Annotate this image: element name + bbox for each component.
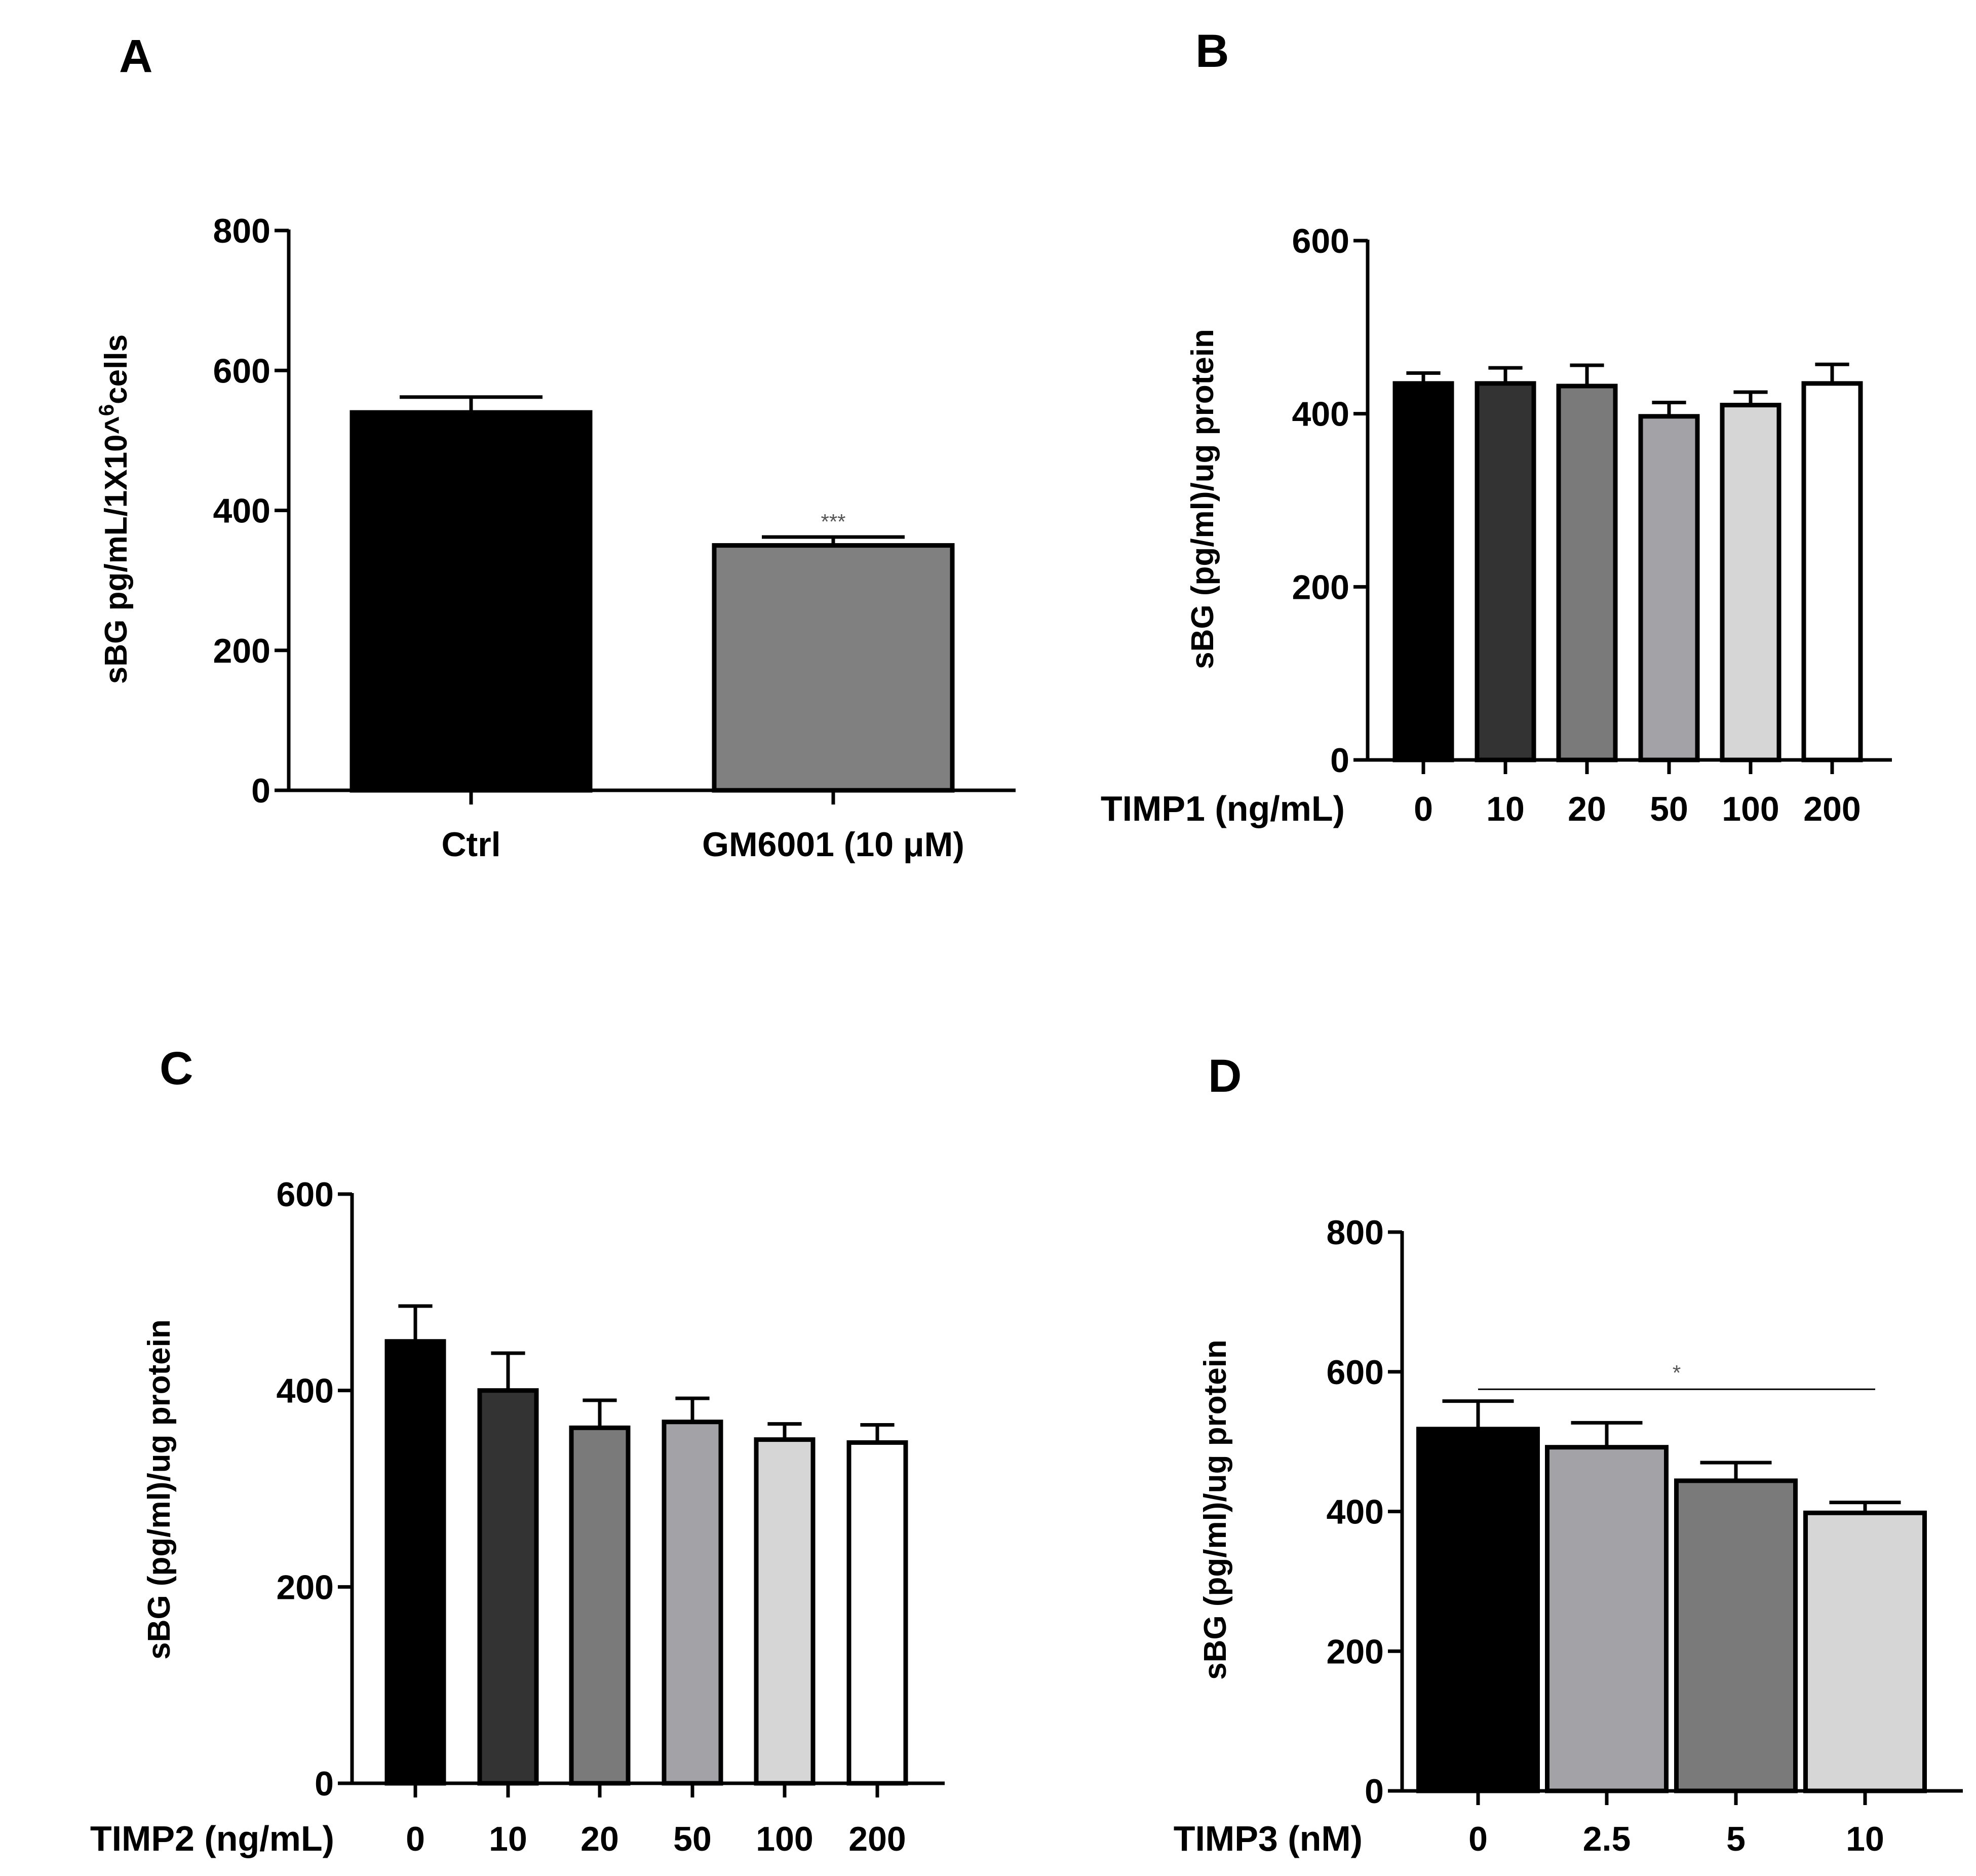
x-axis-title: TIMP3 (nM) bbox=[1174, 1819, 1363, 1858]
y-tick-label: 0 bbox=[315, 1765, 334, 1803]
panel-label: B bbox=[1195, 25, 1229, 77]
y-tick-label: 600 bbox=[1292, 222, 1349, 260]
significance-label: * bbox=[1673, 1361, 1681, 1385]
x-tick-label: 10 bbox=[489, 1820, 527, 1858]
panel-a: A 0 200 400 600 800 sBG pg/mL/1X10^6cells Ctrl G… bbox=[94, 30, 1016, 864]
panel-c: C 0 200 400 600 sBG (pg/ml)/ug protein 0 10 20 50… bbox=[90, 1043, 945, 1858]
y-tick-label: 400 bbox=[1292, 395, 1349, 434]
x-tick-label: GM6001 (10 μM) bbox=[702, 825, 964, 864]
x-tick-label: 100 bbox=[756, 1820, 813, 1858]
y-axis-title-superscript: 6 bbox=[94, 404, 118, 416]
y-tick-label: 0 bbox=[251, 772, 270, 810]
y-axis-title: sBG (pg/ml)/ug protein bbox=[1185, 329, 1220, 669]
bar bbox=[712, 543, 955, 793]
bar bbox=[1475, 381, 1536, 762]
y-axis-title: sBG pg/mL/1X10^6cells bbox=[94, 334, 134, 684]
x-tick-label: 100 bbox=[1722, 790, 1779, 828]
y-axis-title: sBG (pg/ml)/ug protein bbox=[1198, 1339, 1233, 1680]
y-tick-label: 0 bbox=[1330, 741, 1349, 780]
y-tick-label: 600 bbox=[1327, 1353, 1384, 1392]
panel-label: D bbox=[1208, 1050, 1242, 1102]
y-tick-label: 600 bbox=[277, 1175, 334, 1214]
y-axis-title-part: cells bbox=[99, 334, 134, 404]
bar bbox=[1545, 1445, 1669, 1793]
x-tick-label: 50 bbox=[673, 1820, 712, 1858]
x-tick-label: 0 bbox=[1468, 1820, 1488, 1858]
y-axis-title-part: sBG pg/mL/1X10^ bbox=[99, 416, 134, 684]
x-tick-label: 5 bbox=[1726, 1820, 1746, 1858]
x-tick-label: 50 bbox=[1650, 790, 1688, 828]
y-tick-label: 200 bbox=[277, 1568, 334, 1606]
panel-d: D 0 200 400 600 800 sBG (pg/ml)/ug protein 0 2.5… bbox=[1174, 1050, 1963, 1858]
bar bbox=[350, 410, 593, 793]
panel-b: B 0 200 400 600 sBG (pg/ml)/ug protein 0 10 20 50… bbox=[1101, 25, 1892, 828]
bar bbox=[1803, 1510, 1927, 1793]
bar bbox=[477, 1388, 539, 1786]
significance-label: *** bbox=[821, 510, 845, 533]
bar bbox=[1720, 403, 1781, 762]
y-tick-label: 800 bbox=[213, 212, 270, 250]
bar bbox=[1674, 1478, 1798, 1793]
x-tick-label: 0 bbox=[1414, 790, 1433, 828]
x-tick-label: 10 bbox=[1486, 790, 1525, 828]
panel-label: C bbox=[160, 1043, 193, 1094]
bar bbox=[846, 1440, 908, 1786]
y-tick-label: 200 bbox=[1327, 1632, 1384, 1671]
x-tick-label: 200 bbox=[1803, 790, 1861, 828]
bar bbox=[1638, 414, 1700, 762]
x-axis-title: TIMP1 (ng/mL) bbox=[1101, 789, 1345, 828]
bar bbox=[662, 1420, 723, 1786]
y-tick-label: 200 bbox=[1292, 568, 1349, 606]
bar bbox=[1556, 384, 1618, 762]
x-tick-label: 20 bbox=[580, 1820, 619, 1858]
y-tick-label: 200 bbox=[213, 632, 270, 670]
y-tick-label: 0 bbox=[1365, 1772, 1384, 1811]
bar bbox=[1416, 1427, 1540, 1793]
x-tick-label: Ctrl bbox=[441, 825, 500, 864]
y-tick-label: 400 bbox=[277, 1372, 334, 1410]
x-tick-label: 2.5 bbox=[1583, 1820, 1631, 1858]
bar bbox=[1392, 381, 1454, 762]
x-axis-title: TIMP2 (ng/mL) bbox=[90, 1819, 334, 1858]
y-axis-title: sBG (pg/ml)/ug protein bbox=[142, 1319, 177, 1660]
bar bbox=[1801, 381, 1863, 762]
bar bbox=[384, 1339, 446, 1786]
y-tick-label: 600 bbox=[213, 352, 270, 390]
x-tick-label: 200 bbox=[848, 1820, 906, 1858]
x-tick-label: 20 bbox=[1568, 790, 1606, 828]
bar bbox=[754, 1437, 816, 1786]
y-tick-label: 400 bbox=[213, 492, 270, 530]
x-tick-label: 10 bbox=[1846, 1820, 1884, 1858]
bar bbox=[569, 1425, 631, 1786]
y-tick-label: 800 bbox=[1327, 1213, 1384, 1252]
y-tick-label: 400 bbox=[1327, 1493, 1384, 1532]
panel-label: A bbox=[119, 30, 152, 82]
x-tick-label: 0 bbox=[406, 1820, 425, 1858]
